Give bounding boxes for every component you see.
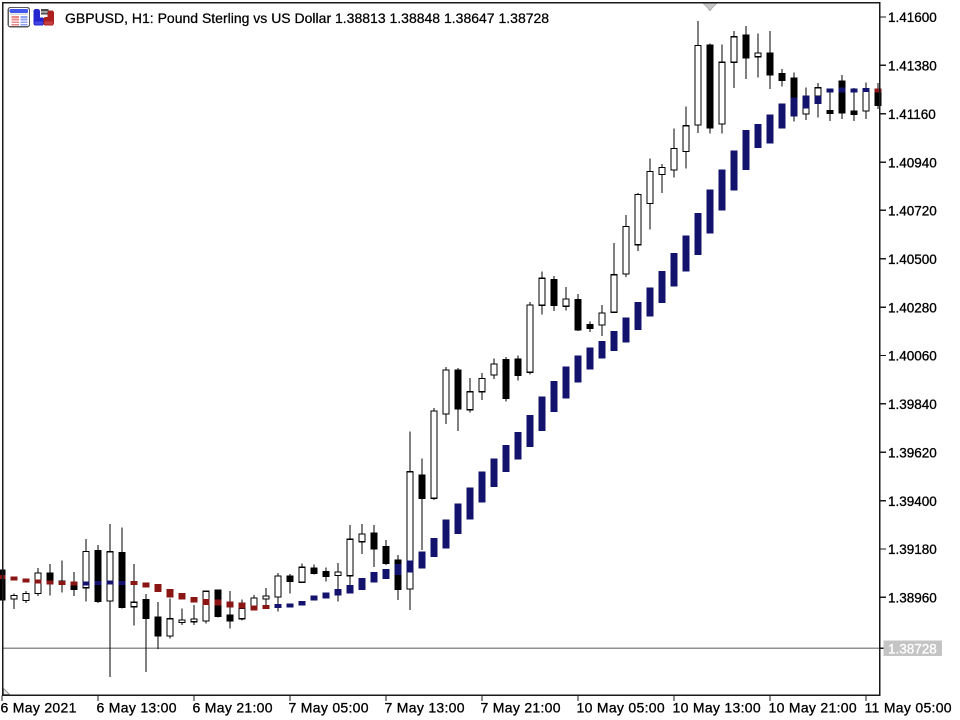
svg-text:1.41600: 1.41600: [888, 10, 937, 25]
svg-text:1.41160: 1.41160: [888, 107, 936, 122]
svg-text:1.40720: 1.40720: [888, 204, 937, 219]
svg-text:1.38728: 1.38728: [888, 642, 937, 657]
svg-text:1.40280: 1.40280: [888, 300, 937, 315]
svg-text:7 May 13:00: 7 May 13:00: [385, 699, 465, 715]
svg-text:11 May 05:00: 11 May 05:00: [865, 699, 952, 715]
svg-text:1.41380: 1.41380: [888, 59, 937, 74]
svg-text:7 May 21:00: 7 May 21:00: [481, 699, 561, 715]
svg-text:6 May 13:00: 6 May 13:00: [97, 699, 177, 715]
svg-text:1.38960: 1.38960: [888, 591, 937, 606]
svg-text:1.40060: 1.40060: [888, 349, 937, 364]
svg-text:6 May 21:00: 6 May 21:00: [193, 699, 273, 715]
svg-text:1.39400: 1.39400: [888, 494, 937, 509]
svg-text:1.39620: 1.39620: [888, 446, 937, 461]
svg-text:1.40500: 1.40500: [888, 252, 937, 267]
svg-text:1.40940: 1.40940: [888, 155, 937, 170]
svg-text:7 May 05:00: 7 May 05:00: [289, 699, 369, 715]
svg-text:1.39180: 1.39180: [888, 542, 937, 557]
svg-text:6 May 2021: 6 May 2021: [1, 699, 77, 715]
svg-text:10 May 05:00: 10 May 05:00: [577, 699, 665, 715]
svg-text:10 May 13:00: 10 May 13:00: [673, 699, 761, 715]
svg-text:GBPUSD, H1: Pound Sterling vs: GBPUSD, H1: Pound Sterling vs US Dollar …: [65, 10, 549, 26]
svg-text:1.39840: 1.39840: [888, 397, 937, 412]
svg-text:10 May 21:00: 10 May 21:00: [769, 699, 857, 715]
